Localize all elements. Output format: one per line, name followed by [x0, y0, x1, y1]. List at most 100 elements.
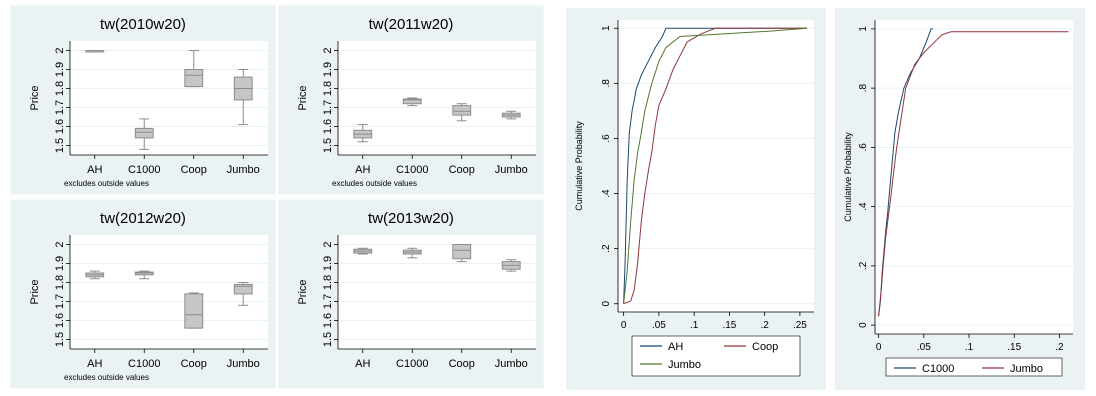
- x-tick-label: 0: [876, 342, 882, 353]
- cdf-panel: 0 .2 .4 .6 .8 1 0 .05 .1 .15 .2 .25 Cumulative Proba…: [566, 8, 826, 390]
- y-tick-label: 2: [322, 241, 334, 247]
- panel-title: tw(2010w20): [100, 16, 186, 33]
- series-line-coop: [623, 27, 807, 305]
- y-tick-label: 1.7: [54, 100, 66, 115]
- boxplot-panel: tw(2011w20) 1.5 1.6 1.7 1.8 1.9 2 Price AH C1000 C…: [277, 4, 545, 196]
- x-tick-label: C1000: [128, 358, 160, 370]
- x-tick-label: .05: [652, 320, 666, 331]
- y-tick-label: 1.8: [322, 81, 334, 96]
- x-tick-label: .2: [760, 320, 769, 331]
- box-coop: [452, 103, 472, 122]
- y-tick-label: 1.8: [54, 81, 66, 96]
- series-line-jumbo: [623, 27, 807, 304]
- box-ah: [353, 124, 373, 143]
- y-axis-title: Cumulative Probability: [843, 132, 853, 222]
- y-tick-label: 1.5: [322, 138, 334, 153]
- plot-area: [338, 235, 536, 349]
- box-coop: [452, 244, 472, 263]
- x-tick-label: C1000: [128, 164, 160, 176]
- x-tick-label: Jumbo: [227, 358, 260, 370]
- y-tick-label: 0: [601, 301, 612, 307]
- x-tick-label: Jumbo: [495, 358, 528, 370]
- x-tick-label: Jumbo: [227, 164, 260, 176]
- y-tick-label: .6: [601, 134, 612, 143]
- x-tick-label: AH: [355, 164, 370, 176]
- series-line-ah: [623, 27, 807, 304]
- legend-label: Coop: [752, 341, 778, 353]
- y-tick-label: 1.6: [322, 313, 334, 328]
- plot-area: [618, 20, 814, 312]
- x-tick-label: .15: [1007, 342, 1021, 353]
- x-tick-label: .1: [965, 342, 974, 353]
- legend-box: [631, 335, 801, 377]
- legend-label: Jumbo: [668, 359, 701, 371]
- box-iqr: [184, 293, 204, 329]
- x-tick-label: AH: [87, 164, 102, 176]
- box-iqr: [402, 98, 422, 105]
- box-jumbo: [501, 110, 521, 120]
- x-tick-label: 0: [621, 320, 627, 331]
- y-tick-label: 1.5: [322, 332, 334, 347]
- y-tick-label: 1.7: [322, 100, 334, 115]
- box-coop: [184, 50, 204, 88]
- x-tick-label: .1: [690, 320, 699, 331]
- box-ah: [85, 50, 105, 53]
- x-tick-label: Jumbo: [495, 164, 528, 176]
- y-axis-title: Cumulative Probability: [574, 121, 584, 211]
- y-axis-title: Price: [29, 279, 41, 304]
- x-tick-label: AH: [355, 358, 370, 370]
- panel-note: excludes outside values: [64, 179, 149, 188]
- panel-title: tw(2011w20): [369, 16, 454, 33]
- y-tick-label: 2: [54, 241, 66, 247]
- box-jumbo: [233, 69, 253, 126]
- y-tick-label: 1.7: [322, 294, 334, 309]
- y-tick-label: 2: [54, 47, 66, 53]
- box-jumbo: [501, 259, 521, 272]
- x-tick-label: Coop: [181, 358, 207, 370]
- boxplot-panel: tw(2012w20) 1.5 1.6 1.7 1.8 1.9 2 Price AH C1000 C…: [9, 198, 277, 390]
- y-tick-label: .4: [601, 189, 612, 198]
- y-tick-label: 1: [858, 26, 869, 32]
- box-c1000: [402, 97, 422, 107]
- y-tick-label: .6: [858, 143, 869, 152]
- panel-title: tw(2012w20): [100, 210, 186, 227]
- y-tick-label: .2: [601, 244, 612, 253]
- box-iqr: [452, 244, 472, 260]
- y-tick-label: 1.6: [54, 119, 66, 134]
- y-tick-label: 2: [322, 47, 334, 53]
- y-tick-label: 1.9: [322, 256, 334, 271]
- x-tick-label: .2: [1055, 342, 1064, 353]
- x-tick-label: .25: [793, 320, 807, 331]
- y-tick-label: .4: [858, 202, 869, 211]
- x-tick-label: .05: [917, 342, 931, 353]
- box-jumbo: [233, 282, 253, 306]
- box-c1000: [134, 270, 154, 280]
- y-tick-label: .8: [858, 84, 869, 93]
- box-c1000: [134, 118, 154, 150]
- box-iqr: [452, 105, 472, 116]
- box-c1000: [402, 247, 422, 259]
- x-tick-label: Coop: [449, 358, 475, 370]
- series-line-jumbo: [878, 31, 1069, 317]
- panel-title: tw(2013w20): [368, 210, 454, 227]
- y-tick-label: 1.5: [54, 332, 66, 347]
- legend: AH Coop Jumbo: [631, 335, 801, 377]
- y-tick-label: .2: [858, 261, 869, 270]
- box-ah: [85, 270, 105, 280]
- x-tick-label: .15: [722, 320, 736, 331]
- x-tick-label: C1000: [396, 164, 428, 176]
- legend-label: C1000: [922, 363, 954, 375]
- box-iqr: [184, 69, 204, 88]
- y-axis-title: Price: [297, 85, 309, 110]
- box-coop: [184, 292, 204, 329]
- legend-label: Jumbo: [1010, 363, 1043, 375]
- y-axis-title: Price: [297, 279, 309, 304]
- y-tick-label: 1.8: [54, 275, 66, 290]
- legend: C1000 Jumbo: [885, 357, 1063, 377]
- panel-note: excludes outside values: [332, 179, 417, 188]
- x-tick-label: Coop: [449, 164, 475, 176]
- cdf-panel: 0 .2 .4 .6 .8 1 0 .05 .1 .15 .2 Cumulative Probabil…: [835, 8, 1085, 390]
- y-tick-label: .8: [601, 79, 612, 88]
- x-tick-label: AH: [87, 358, 102, 370]
- y-tick-label: 1.9: [54, 256, 66, 271]
